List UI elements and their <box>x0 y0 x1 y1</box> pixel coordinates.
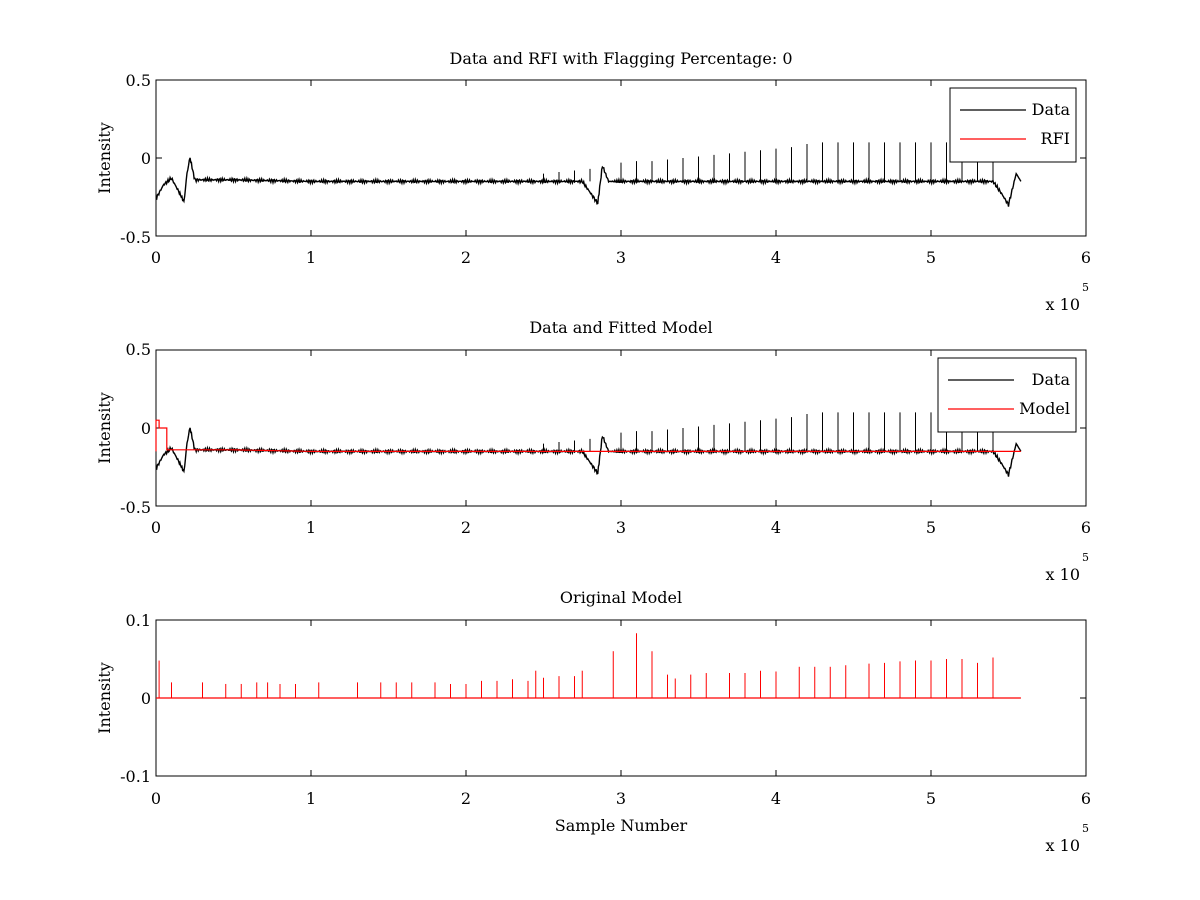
panel-1-legend: Data RFI <box>949 87 1077 163</box>
panel-2-ylabel: Intensity <box>95 392 114 464</box>
panel-1-xtick-3: 3 <box>616 248 626 267</box>
panel-1-xtick-2: 2 <box>461 248 471 267</box>
panel-1-ytick-1: 0 <box>141 149 151 168</box>
panel-1-ylabel: Intensity <box>95 122 114 194</box>
panel-1-legend-label-0: Data <box>1032 100 1071 119</box>
panel-2-series-model-line <box>155 419 1021 452</box>
panel-2-xtick-5: 5 <box>926 518 936 537</box>
panel-1-xtick-0: 0 <box>151 248 161 267</box>
panel-3-xtick-1: 1 <box>306 789 316 808</box>
panel-1-yticks: 0.5 0 -0.5 <box>120 71 151 247</box>
panel-2-x-exponent-base: x 10 <box>1046 565 1080 584</box>
panel-3-xlabel: Sample Number <box>555 816 688 835</box>
panel-3-xtick-0: 0 <box>151 789 161 808</box>
panel-1-xtick-4: 4 <box>771 248 781 267</box>
panel-1-legend-box <box>949 87 1077 163</box>
panel-1-ytick-2: -0.5 <box>120 228 151 247</box>
panel-2-xticks: 0 1 2 3 4 5 6 <box>151 518 1091 537</box>
panel-2-ytick-0: 0.5 <box>126 340 151 359</box>
panel-3-ytick-2: -0.1 <box>120 767 151 786</box>
panel-3-x-exponent-power: 5 <box>1082 822 1089 835</box>
panel-2-legend-label-1: Model <box>1019 399 1070 418</box>
panel-1-xtick-6: 6 <box>1081 248 1091 267</box>
panel-3-xtick-6: 6 <box>1081 789 1091 808</box>
panel-1-x-exponent-base: x 10 <box>1046 295 1080 314</box>
panel-3-xtick-5: 5 <box>926 789 936 808</box>
panel-1-title: Data and RFI with Flagging Percentage: 0 <box>449 49 792 68</box>
panel-2-xtick-0: 0 <box>151 518 161 537</box>
panel-1-ytick-0: 0.5 <box>126 71 151 90</box>
panel-1-marks: Data RFI <box>155 79 1087 237</box>
panel-3-x-exponent-base: x 10 <box>1046 836 1080 855</box>
panel-3: Original Model Intensity 0.1 0 -0.1 0 1 … <box>95 588 1091 855</box>
panel-3-xtick-2: 2 <box>461 789 471 808</box>
panel-2-title: Data and Fitted Model <box>529 318 712 337</box>
panel-2-xtick-2: 2 <box>461 518 471 537</box>
panel-3-ytick-1: 0 <box>141 689 151 708</box>
panel-2-yticks: 0.5 0 -0.5 <box>120 340 151 517</box>
panel-3-xtick-4: 4 <box>771 789 781 808</box>
panel-2-ytick-2: -0.5 <box>120 498 151 517</box>
panel-2-xtick-4: 4 <box>771 518 781 537</box>
panel-1-legend-label-1: RFI <box>1041 129 1070 148</box>
chart-marks: Data RFI Data Model <box>155 79 1087 777</box>
panel-3-yticks: 0.1 0 -0.1 <box>120 611 151 786</box>
panel-2-legend-label-0: Data <box>1032 370 1071 389</box>
panel-1-series-data-line <box>155 157 1022 207</box>
panel-3-title: Original Model <box>560 588 682 607</box>
panel-1-xticks: 0 1 2 3 4 5 6 <box>151 248 1091 267</box>
panel-3-ylabel: Intensity <box>95 662 114 734</box>
panel-2-xtick-1: 1 <box>306 518 316 537</box>
panel-1: Data and RFI with Flagging Percentage: 0… <box>95 49 1091 314</box>
panel-3-xtick-3: 3 <box>616 789 626 808</box>
panel-2-x-exponent-power: 5 <box>1082 551 1089 564</box>
panel-2-marks: Data Model <box>155 349 1087 507</box>
panel-2-xtick-3: 3 <box>616 518 626 537</box>
panel-2: Data and Fitted Model Intensity 0.5 0 -0… <box>95 318 1091 584</box>
panel-1-xtick-5: 5 <box>926 248 936 267</box>
panel-2-legend-box <box>937 357 1077 433</box>
panel-1-xtick-1: 1 <box>306 248 316 267</box>
panel-2-xtick-6: 6 <box>1081 518 1091 537</box>
panel-2-ytick-1: 0 <box>141 419 151 438</box>
panel-3-marks <box>155 619 1087 777</box>
panel-2-legend: Data Model <box>937 357 1077 433</box>
panel-3-xticks: 0 1 2 3 4 5 6 <box>151 789 1091 808</box>
panel-1-x-exponent-power: 5 <box>1082 281 1089 294</box>
panel-3-ytick-0: 0.1 <box>126 611 151 630</box>
